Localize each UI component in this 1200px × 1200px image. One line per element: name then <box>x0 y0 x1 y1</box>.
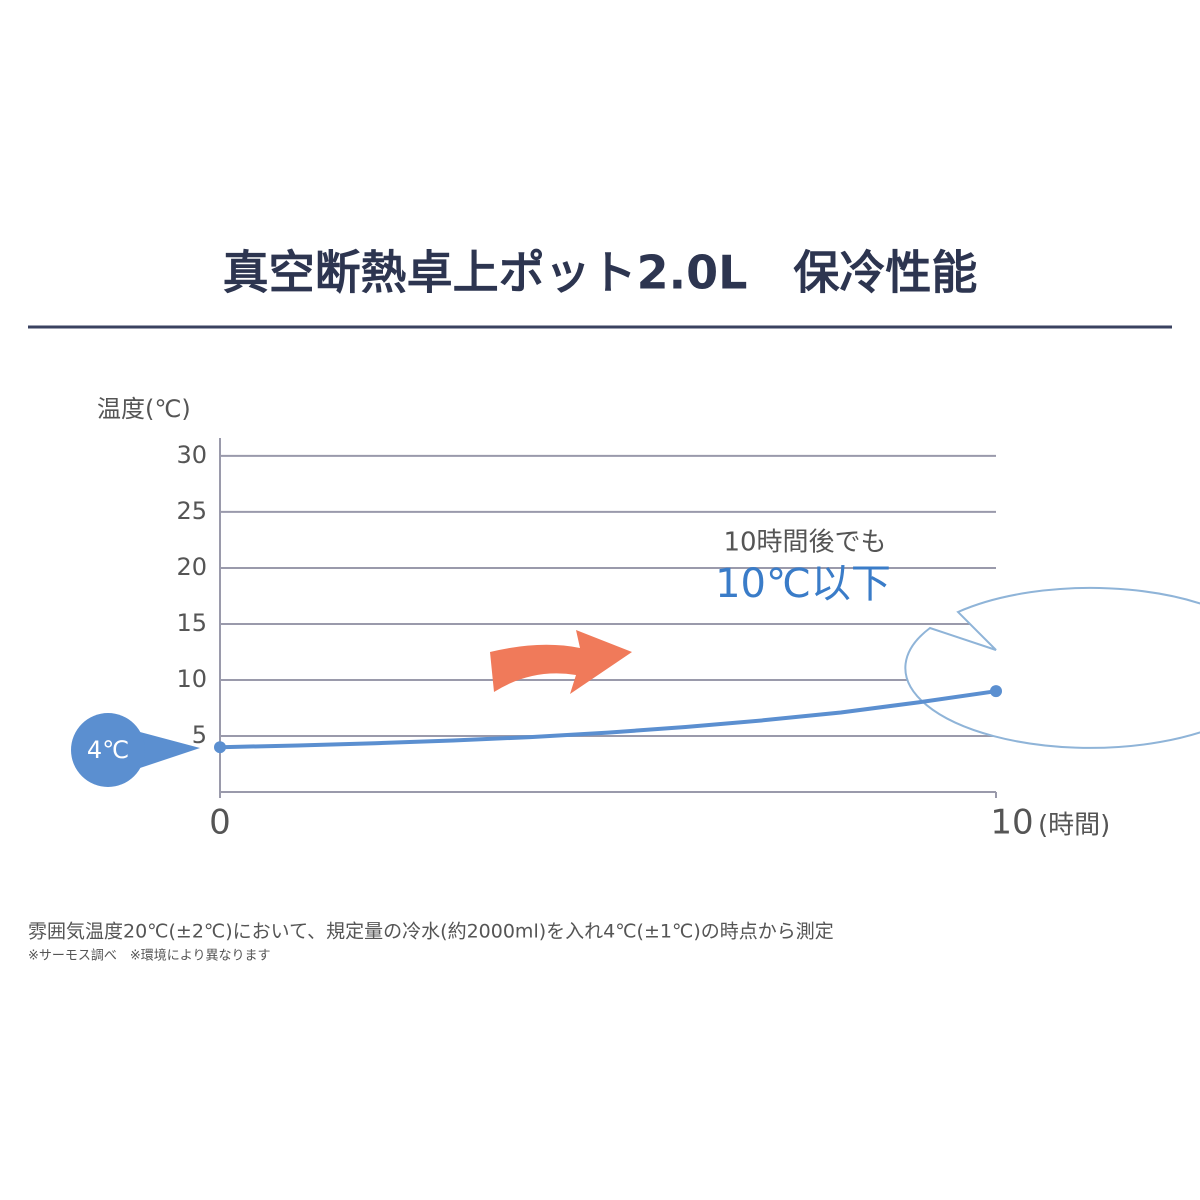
start-badge <box>71 713 145 787</box>
y-axis-label: 温度(℃) <box>97 395 191 423</box>
bubble-highlight: 10℃以下 <box>715 561 891 607</box>
y-tick-label: 20 <box>176 553 207 581</box>
grid <box>220 454 996 737</box>
y-tick-label: 15 <box>176 609 207 637</box>
footnote-2: ※サーモス調べ ※環境により異なります <box>28 949 271 964</box>
data-line <box>219 689 997 750</box>
y-tick-label: 25 <box>176 497 207 525</box>
y-tick-label: 30 <box>176 441 207 469</box>
y-tick-label: 5 <box>192 721 207 749</box>
arrow <box>490 630 632 694</box>
y-tick-label: 10 <box>176 665 207 693</box>
footnote: 雰囲気温度20℃(±2℃)において、規定量の冷水(約2000ml)を入れ4℃(±… <box>28 921 834 943</box>
speech-bubble <box>904 586 1200 749</box>
data-point <box>214 741 226 754</box>
data-point <box>990 685 1002 698</box>
chart-title: 真空断熱卓上ポット2.0L 保冷性能 <box>223 246 978 300</box>
start-label: 4℃ <box>87 736 129 764</box>
start-tail <box>140 732 200 768</box>
x-axis-label: (時間) <box>1038 811 1110 841</box>
bubble-text: 10時間後でも <box>723 528 886 558</box>
x-tick-label: 0 <box>209 803 231 843</box>
x-tick-label: 10 <box>990 803 1033 843</box>
